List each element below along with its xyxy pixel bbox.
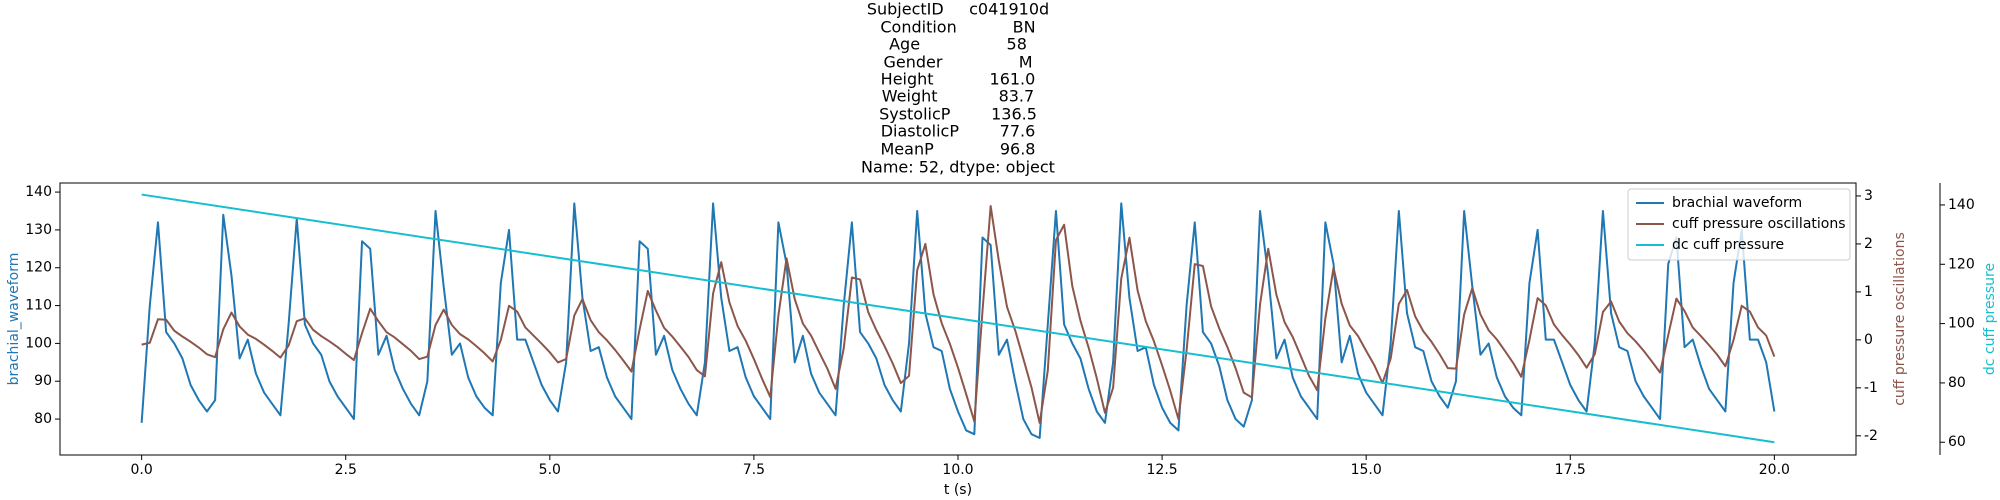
series-line	[141, 193, 1775, 444]
y3-tick-label: 120	[1948, 256, 1975, 272]
y3-tick-label: 60	[1948, 434, 1966, 450]
y3-tick-label: 100	[1948, 316, 1975, 332]
y3-tick-label: 80	[1948, 375, 1966, 391]
legend-box	[1627, 188, 1851, 261]
title-line: Weight 83.7	[882, 87, 1034, 106]
y-axis-label: brachial_waveform	[6, 253, 22, 386]
x-tick-label: 17.5	[1555, 462, 1586, 478]
y-tick-label: 140	[25, 184, 52, 200]
x-tick-label: 0.0	[131, 462, 153, 478]
title-line: DiastolicP 77.6	[881, 122, 1036, 141]
y2-axis-label: cuff pressure oscillations	[1892, 232, 1908, 406]
title-line: SubjectID c041910d	[867, 0, 1049, 19]
series-line	[140, 202, 1776, 439]
y2-tick-label: -2	[1864, 428, 1878, 444]
title-line: Condition BN	[880, 18, 1035, 37]
legend-label: brachial waveform	[1672, 195, 1802, 211]
x-tick-label: 7.5	[743, 462, 765, 478]
x-tick-label: 2.5	[335, 462, 357, 478]
y-tick-label: 120	[25, 260, 52, 276]
y-tick-label: 130	[25, 222, 52, 238]
y3-tick-label: 140	[1948, 197, 1975, 213]
title-line: Name: 52, dtype: object	[861, 158, 1055, 177]
legend-label: cuff pressure oscillations	[1672, 216, 1846, 232]
x-axis-label: t (s)	[944, 482, 972, 498]
series-line	[141, 205, 1776, 424]
y2-tick-label: 3	[1864, 188, 1873, 204]
y2-tick-label: 2	[1864, 236, 1873, 252]
x-tick-label: 5.0	[539, 462, 561, 478]
title-line: Height 161.0	[881, 70, 1036, 89]
y-tick-label: 110	[25, 298, 52, 314]
legend: brachial waveform cuff pressure oscillati…	[1627, 188, 1851, 261]
legend-label: dc cuff pressure	[1672, 237, 1784, 253]
title-line: MeanP 96.8	[881, 140, 1036, 159]
y-tick-label: 90	[34, 373, 52, 389]
axes-frame	[59, 182, 1857, 456]
x-tick-label: 15.0	[1351, 462, 1382, 478]
title-line: Gender M	[883, 53, 1032, 72]
x-tick-label: 10.0	[942, 462, 973, 478]
y-tick-label: 100	[25, 335, 52, 351]
title-line: Age 58	[889, 35, 1027, 54]
x-tick-label: 20.0	[1759, 462, 1790, 478]
title-line: SystolicP 136.5	[879, 105, 1037, 124]
y2-tick-label: -1	[1864, 380, 1878, 396]
y3-axis-label: dc cuff pressure	[1982, 263, 1998, 375]
y2-tick-label: 0	[1864, 332, 1873, 348]
y-tick-label: 80	[34, 411, 52, 427]
x-tick-label: 12.5	[1147, 462, 1178, 478]
y2-tick-label: 1	[1864, 284, 1873, 300]
